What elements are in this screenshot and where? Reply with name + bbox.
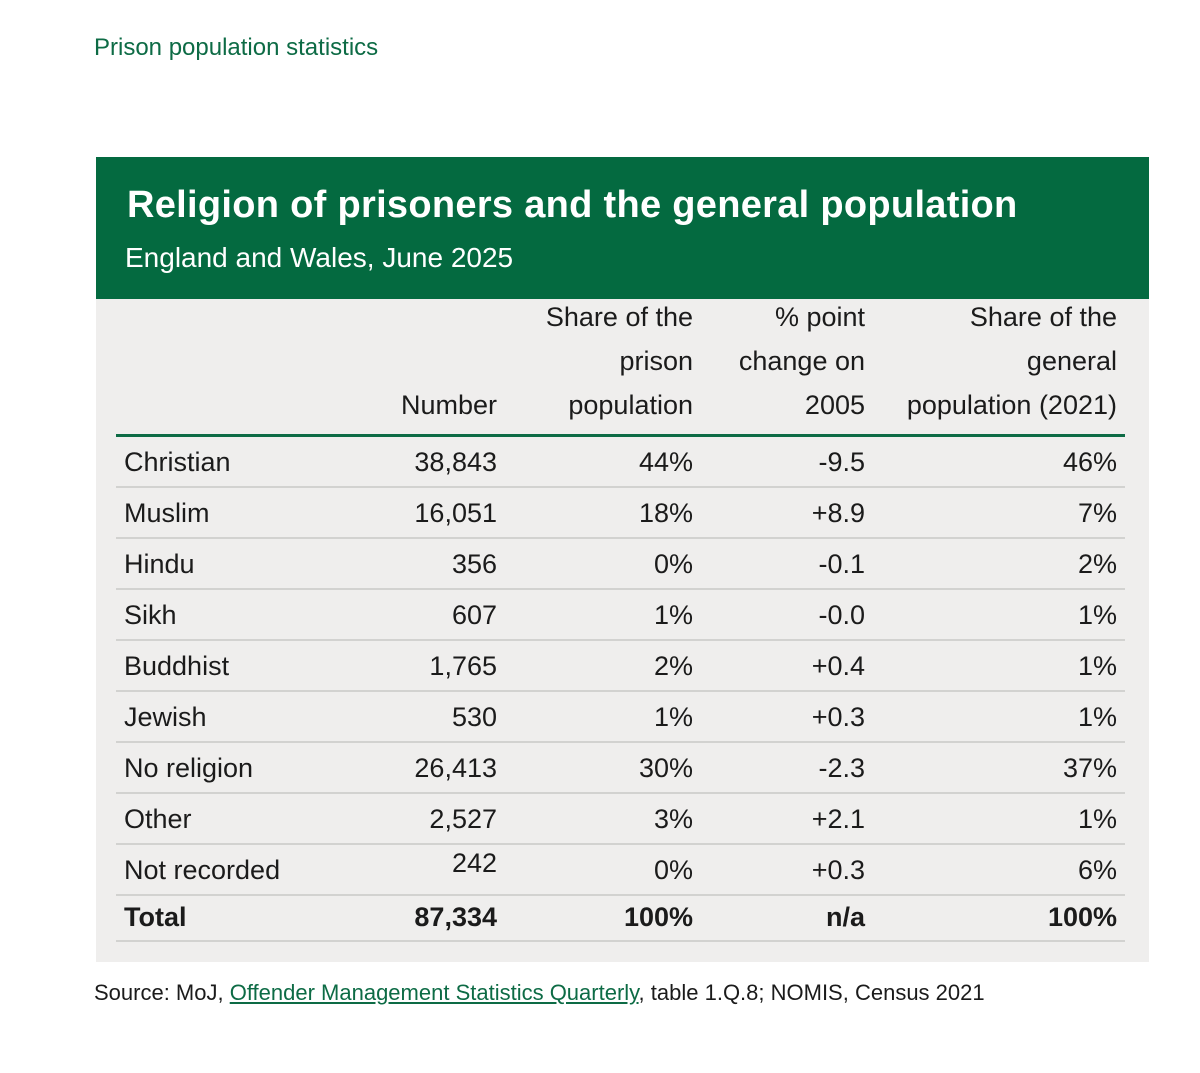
share-prison-cell: 0%	[653, 855, 693, 885]
table-title: Religion of prisoners and the general po…	[127, 184, 1018, 226]
number-cell: 2,527	[429, 804, 497, 834]
change-cell: +2.1	[811, 804, 865, 834]
share-general-cell: 1%	[1077, 651, 1117, 681]
share-prison-cell: 0%	[653, 549, 693, 579]
share-prison-cell: 18%	[638, 498, 693, 528]
religion-cell: Not recorded	[124, 855, 281, 885]
share-general-cell: 1%	[1077, 600, 1117, 630]
total-number: 87,334	[414, 902, 497, 932]
number-cell: 242	[451, 848, 497, 878]
share-general-cell: 2%	[1077, 549, 1117, 579]
religion-cell: Christian	[124, 447, 231, 477]
total-share-prison: 100%	[623, 902, 693, 932]
table-row: Jewish 530 1% +0.3 1%	[116, 692, 1125, 743]
share-prison-cell: 2%	[653, 651, 693, 681]
share-general-cell: 46%	[1062, 447, 1117, 477]
table-row: Sikh 607 1% -0.0 1%	[116, 590, 1125, 641]
change-cell: -9.5	[818, 447, 865, 477]
number-cell: 607	[451, 600, 497, 630]
table-row: Hindu 356 0% -0.1 2%	[116, 539, 1125, 590]
religion-cell: Jewish	[124, 702, 207, 732]
change-cell: -0.1	[818, 549, 865, 579]
change-cell: +8.9	[811, 498, 865, 528]
total-share-general: 100%	[1047, 902, 1117, 932]
table-row: Muslim 16,051 18% +8.9 7%	[116, 488, 1125, 539]
number-cell: 1,765	[429, 651, 497, 681]
religion-table: Number Share of the prison population % …	[116, 299, 1125, 942]
number-cell: 530	[451, 702, 497, 732]
table-banner: Religion of prisoners and the general po…	[96, 157, 1149, 299]
share-general-cell: 1%	[1077, 702, 1117, 732]
change-cell: -0.0	[818, 600, 865, 630]
share-general-cell: 6%	[1077, 855, 1117, 885]
source-link[interactable]: Offender Management Statistics Quarterly	[229, 980, 639, 1005]
table-panel: Religion of prisoners and the general po…	[96, 157, 1149, 962]
religion-cell: Hindu	[124, 549, 195, 579]
table-header-row: Number Share of the prison population % …	[116, 299, 1125, 437]
table-row: Other 2,527 3% +2.1 1%	[116, 794, 1125, 845]
share-prison-cell: 1%	[653, 600, 693, 630]
source-suffix: , table 1.Q.8; NOMIS, Census 2021	[638, 980, 985, 1005]
number-cell: 356	[451, 549, 497, 579]
religion-cell: Muslim	[124, 498, 210, 528]
change-cell: +0.3	[811, 855, 865, 885]
table-row: Christian 38,843 44% -9.5 46%	[116, 437, 1125, 488]
source-note: Source: MoJ, Offender Management Statist…	[94, 980, 985, 1006]
header-share-general: Share of the general population (2021)	[906, 302, 1117, 420]
share-general-cell: 1%	[1077, 804, 1117, 834]
share-prison-cell: 3%	[653, 804, 693, 834]
change-cell: +0.4	[811, 651, 865, 681]
total-change: n/a	[825, 902, 865, 932]
header-number: Number	[400, 390, 497, 420]
total-row: Total 87,334 100% n/a 100%	[116, 896, 1125, 942]
share-general-cell: 7%	[1077, 498, 1117, 528]
share-prison-cell: 30%	[638, 753, 693, 783]
number-cell: 16,051	[414, 498, 497, 528]
header-change: % point change on 2005	[738, 302, 865, 420]
share-prison-cell: 44%	[638, 447, 693, 477]
religion-cell: Sikh	[124, 600, 177, 630]
total-label: Total	[124, 902, 187, 932]
change-cell: +0.3	[811, 702, 865, 732]
change-cell: -2.3	[818, 753, 865, 783]
number-cell: 38,843	[414, 447, 497, 477]
page-header: Prison population statistics	[94, 34, 379, 61]
number-cell: 26,413	[414, 753, 497, 783]
table-row: Not recorded 242 0% +0.3 6%	[116, 845, 1125, 896]
religion-cell: No religion	[124, 753, 254, 783]
table-row: Buddhist 1,765 2% +0.4 1%	[116, 641, 1125, 692]
share-prison-cell: 1%	[653, 702, 693, 732]
table-subtitle: England and Wales, June 2025	[125, 242, 514, 273]
religion-cell: Buddhist	[124, 651, 230, 681]
source-prefix: Source: MoJ,	[94, 980, 230, 1005]
table-row: No religion 26,413 30% -2.3 37%	[116, 743, 1125, 794]
header-share-prison: Share of the prison population	[545, 302, 693, 420]
share-general-cell: 37%	[1062, 753, 1117, 783]
religion-cell: Other	[124, 804, 192, 834]
